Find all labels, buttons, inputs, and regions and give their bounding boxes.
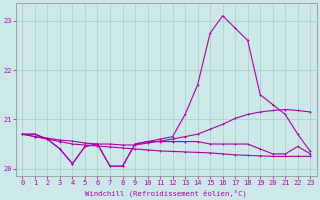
X-axis label: Windchill (Refroidissement éolien,°C): Windchill (Refroidissement éolien,°C) [85, 189, 247, 197]
